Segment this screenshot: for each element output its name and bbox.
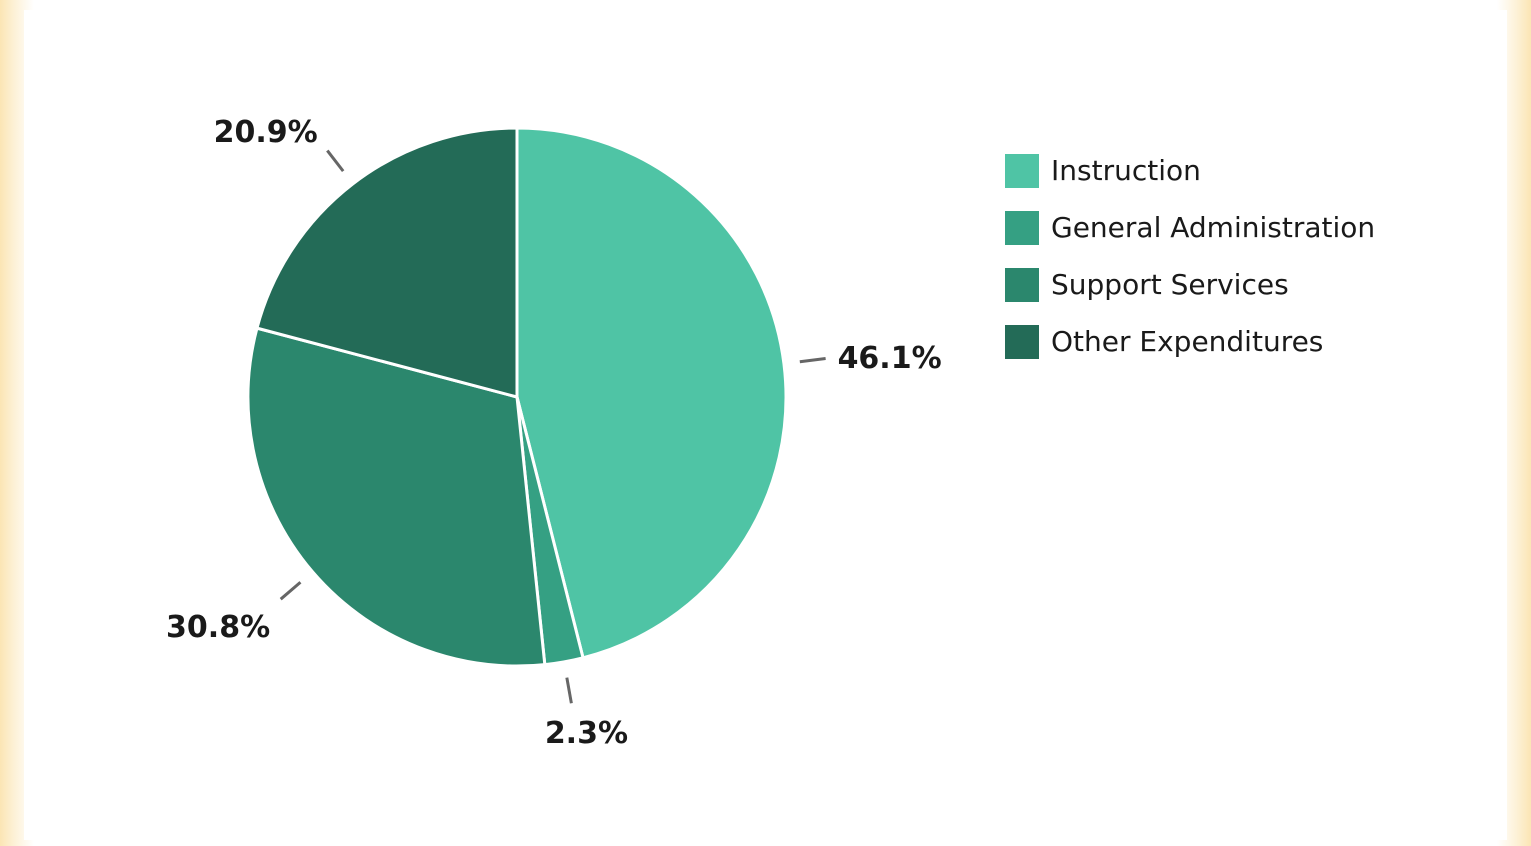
- legend-label-general-administration: General Administration: [1051, 211, 1376, 244]
- value-label-other-expenditures: 20.9%: [214, 115, 318, 150]
- pie-leader-lines: [279, 149, 826, 704]
- leader-line-instruction: [799, 357, 826, 364]
- pie-slice-other-expenditures: [255, 126, 519, 399]
- pie-slice-instruction: [515, 126, 788, 660]
- legend-swatch-other-expenditures: [1005, 325, 1039, 359]
- leader-line-other-expenditures: [326, 149, 345, 173]
- value-label-general-administration: 2.3%: [545, 716, 628, 751]
- value-label-support-services: 30.8%: [166, 610, 270, 645]
- value-label-instruction: 46.1%: [838, 341, 942, 376]
- legend-label-other-expenditures: Other Expenditures: [1051, 325, 1324, 358]
- legend-swatch-instruction: [1005, 154, 1039, 188]
- leader-line-general-administration: [565, 677, 573, 704]
- legend-label-support-services: Support Services: [1051, 268, 1289, 301]
- legend-label-instruction: Instruction: [1051, 154, 1201, 187]
- leader-line-support-services: [279, 581, 302, 601]
- pie-slice-support-services: [246, 326, 547, 668]
- pie-slices: [246, 126, 788, 668]
- pie-chart: 46.1% 2.3% 30.8% 20.9%: [166, 115, 942, 751]
- legend-swatch-general-administration: [1005, 211, 1039, 245]
- pie-value-labels: 46.1% 2.3% 30.8% 20.9%: [166, 115, 942, 751]
- legend-swatch-support-services: [1005, 268, 1039, 302]
